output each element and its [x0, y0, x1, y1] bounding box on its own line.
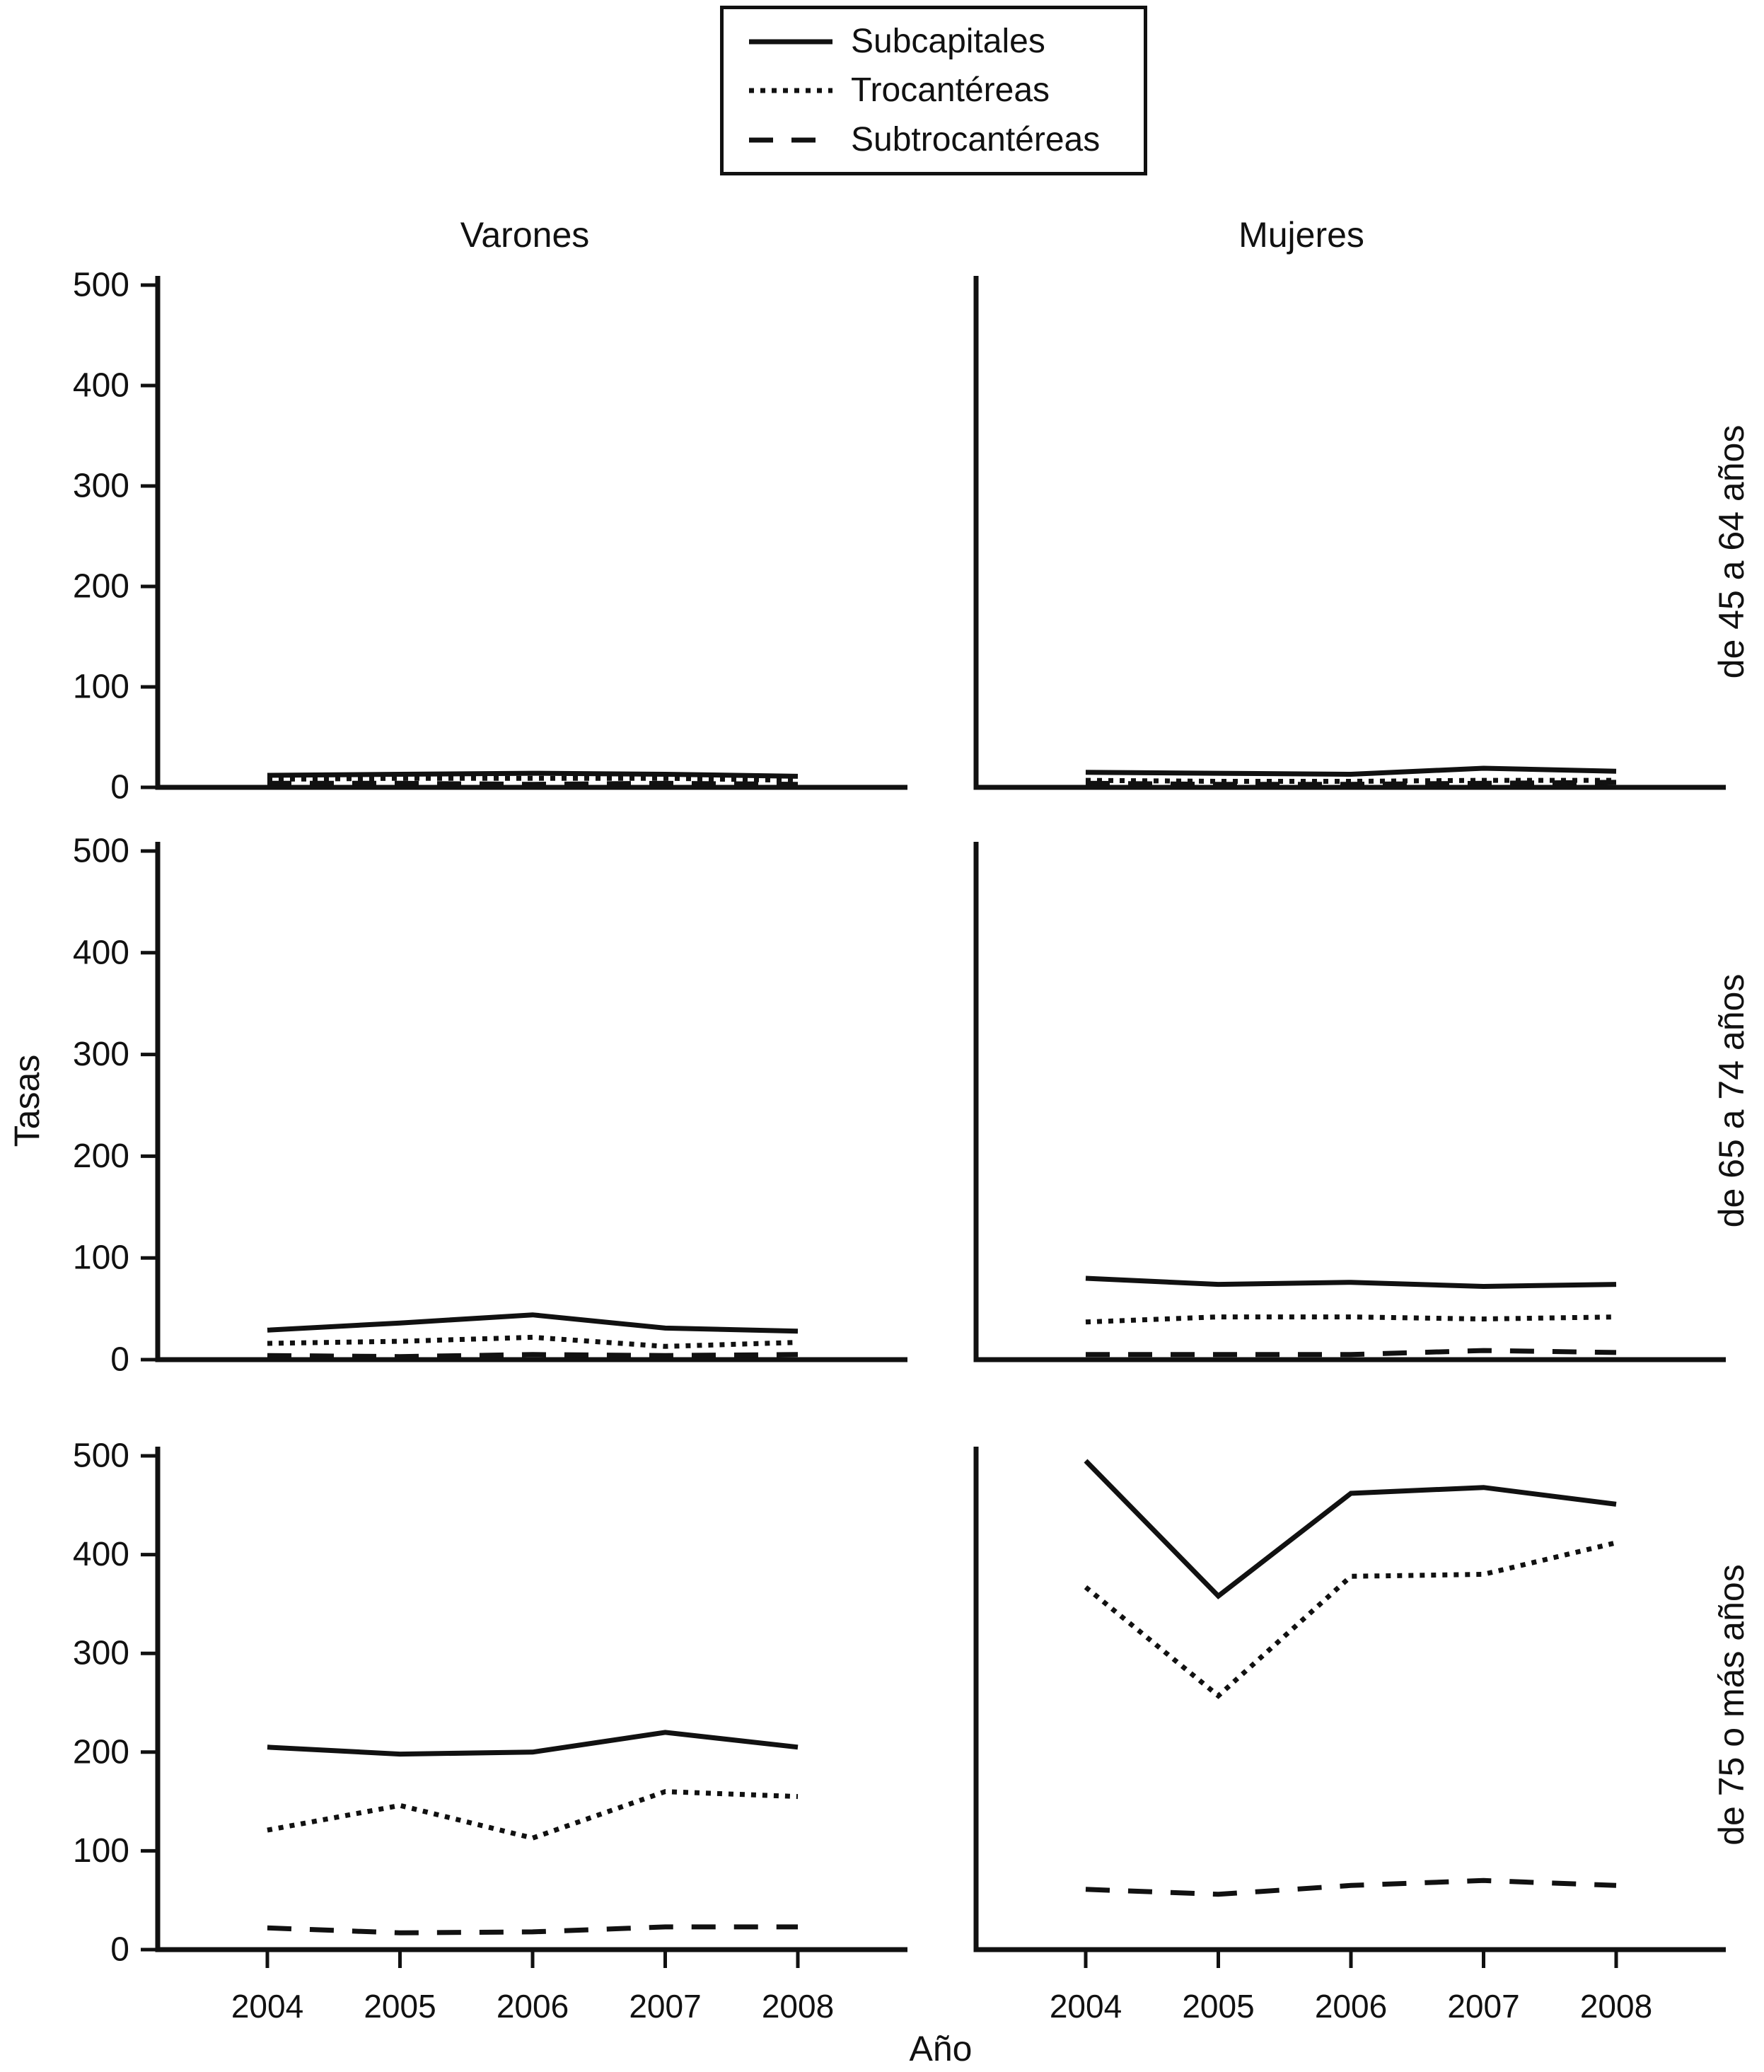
x-tick-label: 2008 — [1580, 1988, 1652, 2025]
series-dashed — [267, 780, 799, 787]
panel-varones-0: 0 100 200 300 400 500 — [73, 267, 907, 806]
x-tick-label: 2008 — [762, 1988, 834, 2025]
series-dashed — [1085, 780, 1617, 787]
y-tick-label: 100 — [73, 669, 129, 706]
legend-label: Subcapitales — [851, 22, 1045, 60]
axis-lines — [155, 276, 907, 790]
row-label-45-64: de 45 a 64 años — [1712, 424, 1751, 679]
row-label-65-74: de 65 a 74 años — [1712, 973, 1751, 1228]
y-tick-label: 100 — [73, 1239, 129, 1277]
series-dotted — [267, 1789, 799, 1841]
y-tick-label: 400 — [73, 367, 129, 405]
legend-item-subcapitales: Subcapitales — [748, 22, 1144, 60]
dashed-line-icon — [749, 137, 832, 142]
series-dashed — [1086, 1348, 1617, 1358]
panel-varones-1: 0 100 200 300 400 500 — [73, 833, 907, 1379]
y-tick-label: 100 — [73, 1832, 129, 1870]
x-axis-title: Año — [909, 2029, 973, 2068]
dotted-line-icon — [749, 88, 832, 93]
row-label-75-mas: de 75 o más años — [1712, 1564, 1751, 1846]
series-solid — [1084, 1459, 1617, 1599]
series-solid — [267, 1730, 799, 1757]
series-solid — [1085, 765, 1617, 777]
y-tick-label: 0 — [110, 1931, 129, 1969]
y-axis-title: Tasas — [7, 1054, 47, 1147]
panel-mujeres-2: 2004 2005 2006 2007 2008 — [973, 1447, 1726, 2025]
series-dotted — [1084, 1540, 1617, 1699]
x-tick-label: 2006 — [497, 1988, 569, 2025]
y-tick-label: 500 — [73, 1437, 129, 1475]
solid-line-icon — [749, 39, 832, 44]
axis-lines — [973, 1447, 1726, 1952]
y-tick-label: 400 — [73, 1536, 129, 1573]
x-tick-label: 2007 — [629, 1988, 701, 2025]
y-tick-label: 200 — [73, 1138, 129, 1175]
axis-lines — [155, 1447, 907, 1952]
column-title-mujeres: Mujeres — [1238, 215, 1364, 255]
series-dashed — [267, 1352, 799, 1360]
y-tick-label: 200 — [73, 1733, 129, 1771]
legend-label: Trocantéreas — [851, 71, 1050, 109]
series-dashed — [267, 1924, 798, 1935]
x-tick-label: 2004 — [1050, 1988, 1122, 2025]
y-tick-label: 400 — [73, 934, 129, 971]
y-tick-label: 300 — [73, 1635, 129, 1672]
legend: Subcapitales Trocantéreas Subtrocantérea… — [720, 6, 1147, 175]
y-tick-label: 200 — [73, 568, 129, 606]
series-solid — [267, 1312, 799, 1334]
panel-mujeres-1 — [973, 842, 1726, 1362]
y-tick-label: 500 — [73, 833, 129, 870]
legend-item-trocantereas: Trocantéreas — [748, 74, 1144, 108]
panel-mujeres-0 — [973, 276, 1726, 790]
x-tick-label: 2005 — [1182, 1988, 1254, 2025]
axis-lines — [155, 842, 907, 1362]
panel-varones-2: 0 100 200 300 400 500 2004 2005 2006 2007 2008 — [73, 1437, 907, 2025]
y-tick-label: 300 — [73, 468, 129, 505]
axis-lines — [973, 276, 1726, 790]
x-tick-label: 2004 — [231, 1988, 303, 2025]
x-tick-label: 2006 — [1315, 1988, 1387, 2025]
x-tick-label: 2007 — [1447, 1988, 1519, 2025]
series-dashed — [1085, 1877, 1617, 1897]
legend-label: Subtrocantéreas — [851, 120, 1101, 158]
column-title-varones: Varones — [460, 215, 590, 255]
series-solid — [1085, 1275, 1617, 1290]
y-tick-label: 0 — [110, 769, 129, 806]
axis-lines — [973, 842, 1726, 1362]
y-tick-label: 300 — [73, 1036, 129, 1073]
legend-item-subtrocantereas: Subtrocantéreas — [748, 120, 1144, 158]
series-dotted — [1085, 777, 1616, 784]
series-dotted — [267, 1334, 799, 1349]
x-tick-label: 2005 — [364, 1988, 436, 2025]
series-solid — [267, 770, 799, 779]
y-tick-label: 0 — [110, 1341, 129, 1379]
series-dotted — [1085, 1314, 1617, 1325]
y-tick-label: 500 — [73, 267, 129, 304]
series-dotted — [267, 775, 799, 783]
